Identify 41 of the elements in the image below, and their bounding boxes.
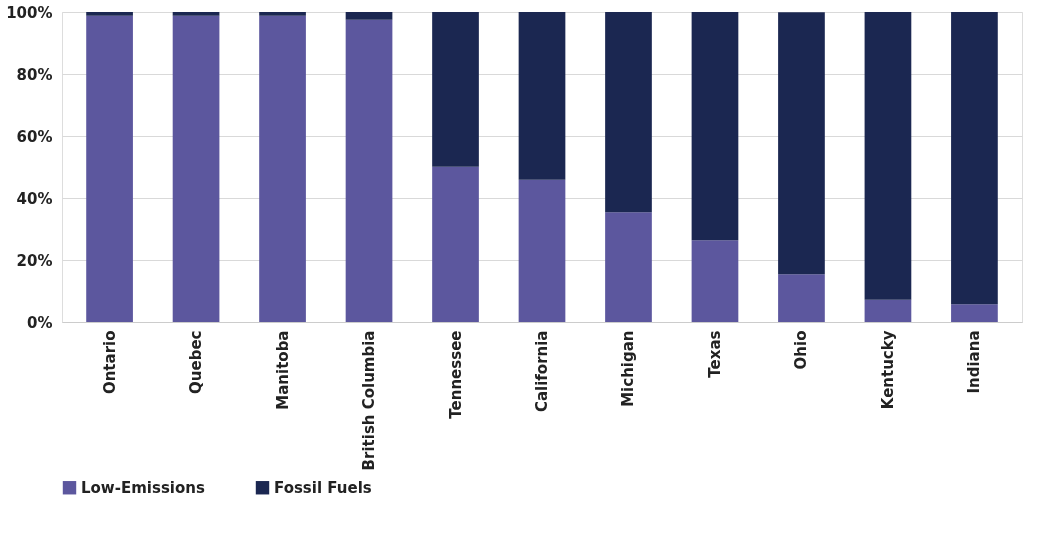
bar	[778, 274, 825, 322]
x-tick-label: Ontario	[100, 330, 119, 395]
y-tick-label: 20%	[16, 251, 53, 270]
bar	[691, 12, 739, 241]
bar	[172, 15, 220, 322]
y-tick-label: 40%	[16, 189, 53, 208]
y-tick-label: 0%	[27, 313, 53, 332]
y-tick-label: 60%	[16, 127, 53, 146]
bar	[605, 12, 652, 213]
bar	[345, 19, 393, 322]
bar	[605, 212, 652, 322]
bar	[86, 15, 133, 322]
bar	[518, 179, 566, 322]
bar	[259, 15, 306, 322]
x-tick-label: Manitoba	[273, 330, 292, 410]
bar	[518, 12, 566, 180]
bar	[86, 12, 133, 16]
x-tick-label: British Columbia	[360, 330, 379, 471]
x-tick-label: Michigan	[619, 330, 638, 407]
legend-label: Low-Emissions	[81, 478, 205, 497]
bar	[432, 12, 479, 167]
bar	[172, 12, 220, 16]
y-tick-label: 100%	[6, 3, 53, 22]
x-tick-label: Texas	[705, 330, 724, 378]
x-tick-label: Quebec	[187, 330, 206, 394]
x-tick-label: Tennessee	[446, 330, 465, 419]
x-tick-label: Ohio	[792, 330, 811, 370]
bar	[345, 12, 393, 20]
bar	[432, 166, 479, 322]
bar	[864, 12, 912, 300]
x-tick-label: Kentucky	[878, 330, 897, 410]
bar	[259, 12, 306, 16]
bar	[864, 299, 912, 322]
y-tick-label: 80%	[16, 65, 53, 84]
bar	[951, 12, 998, 305]
bar	[691, 240, 739, 322]
legend-label: Fossil Fuels	[274, 478, 372, 497]
x-tick-label: California	[533, 330, 551, 413]
bar	[778, 12, 825, 275]
x-tick-label: Indiana	[965, 330, 984, 394]
bar	[951, 304, 998, 322]
